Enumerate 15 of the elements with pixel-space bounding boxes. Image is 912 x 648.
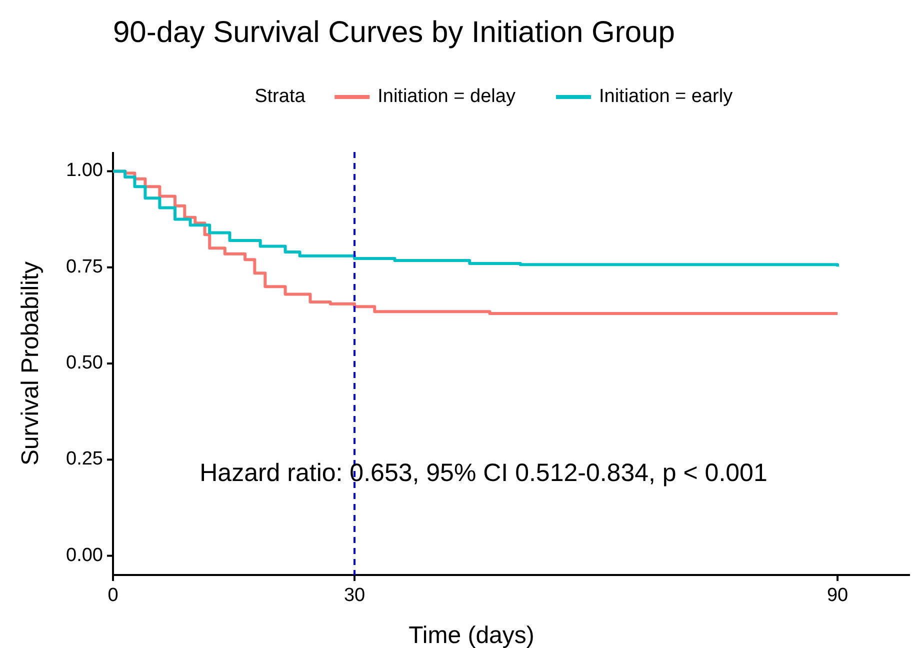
annotation: Hazard ratio: 0.653, 95% CI 0.512-0.834, p < 0.001 — [200, 458, 768, 487]
x-axis-title: Time (days) — [408, 622, 534, 648]
y-tick-label: 0.25 — [66, 448, 103, 470]
y-tick-label: 0.50 — [66, 352, 103, 374]
y-tick-label: 0.75 — [66, 256, 103, 278]
x-tick-label: 0 — [108, 585, 118, 606]
legend-title: Strata — [254, 86, 306, 108]
y-tick-label: 0.00 — [66, 544, 103, 566]
y-axis-title: Survival Probability — [17, 261, 44, 466]
chart-title: 90-day Survival Curves by Initiation Group — [113, 16, 675, 49]
y-tick-label: 1.00 — [66, 160, 103, 182]
legend-label: Initiation = early — [599, 86, 734, 108]
x-tick-label: 30 — [344, 585, 366, 606]
x-tick-label: 90 — [826, 585, 848, 606]
legend-label: Initiation = delay — [378, 86, 516, 108]
